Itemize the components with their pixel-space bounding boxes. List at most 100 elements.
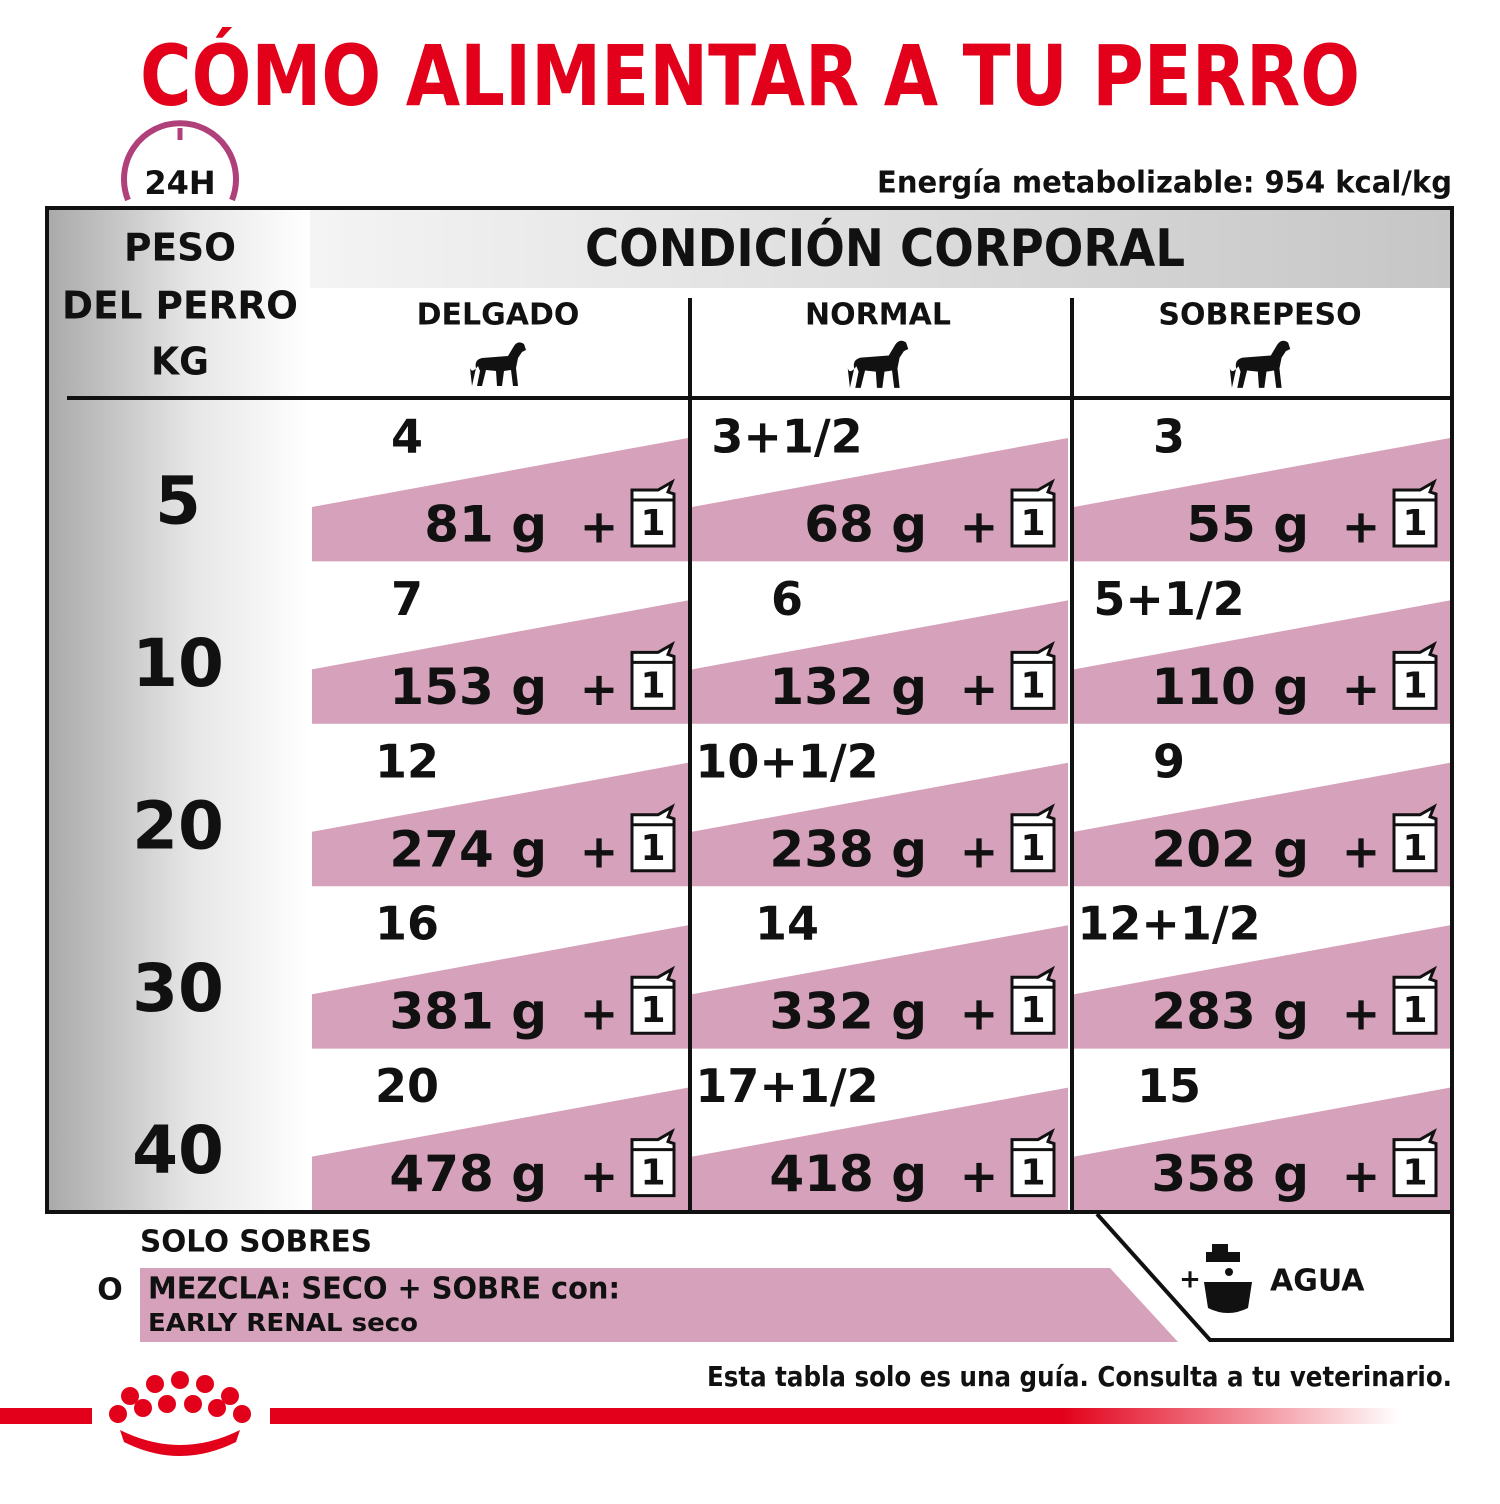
dry-amount: 418 g <box>769 1145 927 1203</box>
dry-amount: 358 g <box>1151 1145 1309 1203</box>
disclaimer: Esta tabla solo es una guía. Consulta a … <box>707 1360 1452 1393</box>
cell-shade <box>312 438 688 562</box>
dry-amount: 132 g <box>769 658 927 716</box>
pouch-amount: 16 <box>375 897 439 951</box>
pouch-icon <box>630 640 676 710</box>
dry-amount: 55 g <box>1186 496 1309 554</box>
mix-banner <box>140 1268 1178 1342</box>
dry-amount: 332 g <box>769 983 927 1041</box>
pouch-amount: 5+1/2 <box>1093 572 1244 626</box>
cell: 3+1/2 68 g +1 <box>692 410 1068 562</box>
weight-label: 20 <box>132 787 224 864</box>
cell: 16 381 g +1 <box>312 897 688 1049</box>
plus: + <box>1342 1149 1381 1203</box>
pouch-label: 1 <box>1402 503 1427 544</box>
cell: 20 478 g +1 <box>312 1059 688 1211</box>
cell-shade <box>692 438 1068 562</box>
cell-shade <box>312 925 688 1049</box>
water: AGUA <box>1270 1264 1365 1299</box>
pouch-label: 1 <box>640 1153 665 1194</box>
plus: + <box>1342 987 1381 1041</box>
column-header: SOBREPESO <box>1158 298 1361 333</box>
energy: Energía metabolizable: 954 kcal/kg <box>877 166 1452 201</box>
cell: 481 g +1 <box>312 410 688 562</box>
cell-shade <box>1074 925 1450 1049</box>
weight-column-bg <box>47 208 310 1212</box>
pouch-icon <box>1392 965 1438 1035</box>
cell-shade <box>312 1087 688 1211</box>
pouch-label: 1 <box>1020 665 1045 706</box>
condition-header-bg <box>310 208 1452 288</box>
pouch-amount: 15 <box>1137 1059 1201 1113</box>
cell: 7 153 g +1 <box>312 572 688 724</box>
plus: + <box>1342 824 1381 878</box>
dry-amount: 283 g <box>1151 983 1309 1041</box>
pouch-icon <box>1392 640 1438 710</box>
clock-badge: 24H <box>121 120 239 205</box>
cell: 10+1/2 238 g +1 <box>692 734 1068 887</box>
pouch-label: 1 <box>640 990 665 1031</box>
weight-label: 5 <box>155 463 201 540</box>
pouch-amount: 20 <box>375 1059 439 1113</box>
cell: 17+1/2 418 g +1 <box>692 1059 1068 1211</box>
pouch-icon <box>630 478 676 548</box>
cell: 9 202 g +1 <box>1074 734 1450 887</box>
weight-header: DEL PERRO <box>62 284 298 328</box>
cell-shade <box>1074 762 1450 887</box>
column-header: DELGADO <box>417 298 580 333</box>
cell: 12 274 g +1 <box>312 734 688 887</box>
pouch-label: 1 <box>640 828 665 869</box>
pouch-icon <box>630 1128 676 1198</box>
plus: + <box>1342 500 1381 554</box>
plus: + <box>960 662 999 716</box>
pouch-label: 1 <box>1402 665 1427 706</box>
cell: 5+1/2 110 g +1 <box>1074 572 1450 724</box>
condition-header: CONDICIÓN CORPORAL <box>585 217 1185 279</box>
pouch-amount: 12 <box>375 734 439 788</box>
weight-label: 30 <box>132 950 224 1027</box>
cell-shade <box>1074 438 1450 562</box>
water-box <box>1095 1212 1454 1342</box>
plus: + <box>580 987 619 1041</box>
pouch-amount: 3 <box>1153 410 1185 464</box>
pouch-icon <box>630 803 676 873</box>
plus: + <box>580 824 619 878</box>
or: O <box>97 1273 123 1308</box>
badge-label: 24H <box>144 164 215 202</box>
pouch-amount: 3+1/2 <box>711 410 862 464</box>
dry-amount: 381 g <box>389 983 547 1041</box>
pouch-amount: 6 <box>771 572 803 626</box>
dog-icon <box>470 342 526 386</box>
dry-amount: 478 g <box>389 1145 547 1203</box>
cell-shade <box>692 600 1068 724</box>
dry-amount: 81 g <box>424 496 547 554</box>
title: CÓMO ALIMENTAR A TU PERRO <box>140 27 1360 125</box>
pouch-icon <box>1010 1128 1056 1198</box>
pouch-icon <box>1010 965 1056 1035</box>
dog-icon <box>1229 340 1291 388</box>
dry-amount: 238 g <box>769 820 927 878</box>
cell-shade <box>1074 600 1450 724</box>
plus: + <box>580 1149 619 1203</box>
feeding-table: CONDICIÓN CORPORAL PESO DEL PERRO KG DEL… <box>45 206 1454 1214</box>
pouch-amount: 12+1/2 <box>1077 897 1260 951</box>
pouch-amount: 4 <box>391 410 423 464</box>
weight-label: 10 <box>132 625 224 702</box>
cell: 355 g +1 <box>1074 410 1450 562</box>
pouch-icon <box>1010 803 1056 873</box>
pouch-label: 1 <box>1402 828 1427 869</box>
mix-line: EARLY RENAL seco <box>148 1308 418 1337</box>
pouch-only: SOLO SOBRES <box>140 1225 372 1260</box>
cell-shade <box>312 762 688 887</box>
pouch-icon <box>1010 640 1056 710</box>
pouch-label: 1 <box>1402 1153 1427 1194</box>
table-frame <box>45 206 1454 1214</box>
pouch-label: 1 <box>1020 503 1045 544</box>
weight-header: PESO <box>124 226 236 270</box>
mix-line: MEZCLA: SECO + SOBRE con: <box>148 1272 620 1307</box>
water-plus: + <box>1179 1265 1201 1295</box>
cell-shade <box>1074 1087 1450 1211</box>
cell: 14 332 g +1 <box>692 897 1068 1049</box>
water-icon <box>1204 1244 1252 1313</box>
